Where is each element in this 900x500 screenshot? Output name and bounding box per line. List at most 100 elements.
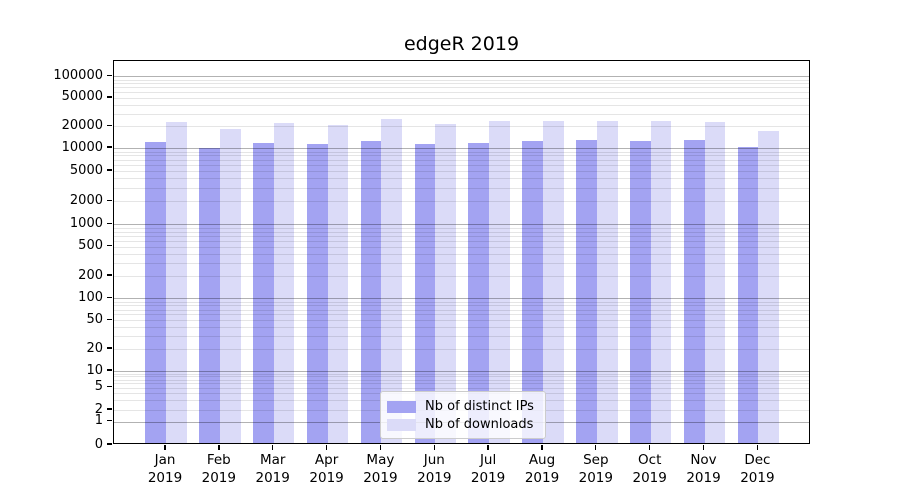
gridline-4000 bbox=[114, 178, 809, 180]
gridline-6000 bbox=[114, 164, 809, 166]
gridline-40 bbox=[114, 327, 809, 329]
y-tick-mark-1 bbox=[107, 420, 112, 422]
legend-label-distinct-ips: Nb of distinct IPs bbox=[425, 399, 534, 414]
gridline-2000 bbox=[114, 201, 809, 203]
y-tick-mark-2 bbox=[107, 408, 112, 410]
y-tick-mark-5 bbox=[107, 386, 112, 388]
gridline-900 bbox=[114, 227, 809, 229]
gridline-9000 bbox=[114, 151, 809, 153]
y-tick-label-1000: 1000 bbox=[69, 215, 103, 231]
gridline-60 bbox=[114, 314, 809, 316]
y-tick-mark-0 bbox=[107, 443, 112, 445]
gridline-70000 bbox=[114, 87, 809, 89]
x-tick-label-dec: Dec 2019 bbox=[740, 452, 775, 486]
y-tick-mark-10 bbox=[107, 369, 112, 371]
bar-distinct-ips-oct bbox=[629, 141, 651, 443]
gridline-50000 bbox=[114, 97, 809, 99]
y-tick-mark-5000 bbox=[107, 169, 112, 171]
bar-downloads-jan bbox=[166, 122, 187, 443]
y-tick-label-5: 5 bbox=[94, 379, 103, 395]
y-tick-label-5000: 5000 bbox=[69, 162, 103, 178]
gridline-8000 bbox=[114, 155, 809, 157]
gridline-9 bbox=[114, 373, 809, 375]
x-tick-label-nov: Nov 2019 bbox=[686, 452, 721, 486]
y-tick-mark-50000 bbox=[107, 96, 112, 98]
bar-distinct-ips-aug bbox=[522, 141, 543, 443]
bar-downloads-may bbox=[381, 119, 403, 443]
y-tick-mark-50 bbox=[107, 318, 112, 320]
gridline-20 bbox=[114, 349, 809, 351]
bar-distinct-ips-nov bbox=[683, 140, 705, 443]
y-tick-label-20000: 20000 bbox=[61, 117, 103, 133]
gridline-80 bbox=[114, 305, 809, 307]
y-tick-mark-2000 bbox=[107, 199, 112, 201]
legend-row-downloads: Nb of downloads bbox=[387, 416, 537, 434]
bar-downloads-apr bbox=[327, 125, 349, 443]
chart-title: edgeR 2019 bbox=[403, 33, 520, 55]
legend: Nb of distinct IPs Nb of downloads bbox=[380, 391, 546, 439]
legend-swatch-distinct-ips bbox=[387, 401, 416, 413]
y-tick-label-2: 2 bbox=[94, 401, 103, 417]
x-tick-label-apr: Apr 2019 bbox=[309, 452, 344, 486]
gridline-100000 bbox=[114, 76, 809, 78]
x-tick-label-mar: Mar 2019 bbox=[255, 452, 290, 486]
y-tick-label-1: 1 bbox=[94, 413, 103, 429]
gridline-50 bbox=[114, 320, 809, 322]
bar-downloads-dec bbox=[758, 131, 780, 443]
bar-downloads-aug bbox=[542, 121, 564, 443]
y-tick-mark-100 bbox=[107, 296, 112, 298]
y-tick-label-50000: 50000 bbox=[61, 89, 103, 105]
bar-distinct-ips-may bbox=[360, 141, 382, 443]
x-tick-label-jan: Jan 2019 bbox=[147, 452, 183, 486]
gridline-200 bbox=[114, 276, 809, 277]
legend-swatch-downloads bbox=[387, 419, 416, 431]
x-tick-mark-may bbox=[379, 445, 382, 450]
y-tick-label-10000: 10000 bbox=[61, 139, 103, 155]
bar-distinct-ips-jun bbox=[414, 143, 436, 443]
x-tick-mark-nov bbox=[702, 445, 705, 450]
y-tick-label-10: 10 bbox=[86, 362, 103, 378]
gridline-10 bbox=[114, 371, 809, 372]
gridline-500 bbox=[114, 246, 809, 248]
y-tick-label-500: 500 bbox=[78, 238, 103, 254]
y-tick-label-0: 0 bbox=[94, 436, 103, 452]
x-tick-label-oct: Oct 2019 bbox=[632, 452, 667, 486]
gridline-700 bbox=[114, 235, 809, 237]
gridline-8 bbox=[114, 376, 809, 378]
bar-distinct-ips-mar bbox=[252, 143, 274, 443]
gridline-40000 bbox=[114, 104, 809, 106]
x-tick-label-feb: Feb 2019 bbox=[201, 452, 236, 486]
gridline-80000 bbox=[114, 83, 809, 85]
x-tick-mark-jan bbox=[164, 445, 166, 450]
bar-downloads-jul bbox=[489, 121, 510, 443]
y-tick-label-200: 200 bbox=[78, 267, 103, 283]
x-tick-mark-apr bbox=[325, 445, 328, 450]
x-tick-mark-feb bbox=[218, 445, 220, 450]
gridline-30000 bbox=[114, 113, 809, 115]
gridline-30 bbox=[114, 336, 809, 338]
gridline-400 bbox=[114, 253, 809, 255]
bar-distinct-ips-sep bbox=[576, 140, 597, 443]
gridline-6 bbox=[114, 383, 809, 385]
x-tick-mark-jun bbox=[433, 445, 435, 450]
plot-area: Nb of distinct IPs Nb of downloads bbox=[113, 60, 810, 444]
y-tick-label-100: 100 bbox=[78, 289, 103, 305]
gridline-5 bbox=[114, 387, 809, 389]
x-tick-mark-dec bbox=[756, 445, 758, 450]
gridline-3000 bbox=[114, 187, 809, 189]
bar-downloads-jun bbox=[435, 123, 457, 443]
gridline-90000 bbox=[114, 79, 809, 81]
y-tick-mark-10000 bbox=[107, 146, 112, 148]
gridline-300 bbox=[114, 263, 809, 264]
y-tick-mark-20 bbox=[107, 347, 112, 349]
gridline-90 bbox=[114, 301, 809, 303]
gridline-70 bbox=[114, 309, 809, 311]
gridline-7 bbox=[114, 379, 809, 381]
gridline-100 bbox=[114, 298, 809, 300]
gridline-20000 bbox=[114, 126, 809, 128]
x-tick-label-jun: Jun 2019 bbox=[417, 452, 452, 486]
gridline-10000 bbox=[114, 148, 809, 149]
x-tick-mark-sep bbox=[595, 445, 597, 450]
grid-layer bbox=[114, 61, 809, 443]
